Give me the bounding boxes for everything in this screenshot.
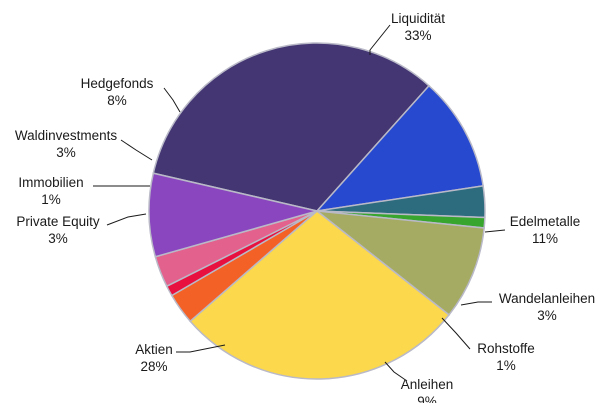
slice-percent-label: 11% — [532, 231, 558, 246]
slice-percent-label: 33% — [404, 28, 431, 43]
slice-percent-label: 3% — [537, 308, 557, 323]
pie-slice-hedgefonds — [148, 172, 318, 258]
leader-line — [369, 24, 391, 55]
pie-slice-anleihen — [314, 209, 485, 316]
slice-label: Rohstoffe — [477, 341, 535, 356]
pie-slice-aktien — [189, 210, 451, 380]
slice-percent-label: 3% — [48, 231, 68, 246]
slice-label: Anleihen — [401, 377, 454, 392]
leader-line — [441, 317, 471, 350]
pie-slices — [148, 42, 486, 380]
slice-label: Wandelanleihen — [499, 291, 595, 306]
pie-slice-liquidit-t — [152, 42, 431, 212]
slice-label: Aktien — [135, 342, 173, 357]
slice-label: Waldinvestments — [15, 128, 118, 143]
slice-label: Edelmetalle — [510, 214, 581, 229]
leader-line — [106, 213, 147, 226]
slice-percent-label: 1% — [41, 192, 61, 207]
leader-line — [384, 361, 408, 382]
leader-line — [120, 139, 153, 161]
leader-line — [163, 87, 181, 113]
leader-line — [484, 229, 506, 233]
leader-line — [176, 344, 226, 353]
slice-percent-label: 8% — [107, 93, 127, 108]
slice-label: Hedgefonds — [81, 76, 154, 91]
slice-percent-label: 28% — [140, 359, 167, 374]
slice-label: Immobilien — [18, 175, 83, 190]
slice-labels: Liquidität 33% Edelmetalle 11% Wandelanleihe… — [15, 11, 595, 403]
pie-slice-edelmetalle — [315, 84, 484, 213]
slice-percent-label: 9% — [417, 394, 437, 403]
slice-label: Liquidität — [391, 11, 445, 26]
slice-percent-label: 1% — [496, 358, 516, 373]
slice-label: Private Equity — [16, 214, 100, 229]
leader-line — [460, 301, 492, 306]
slice-percent-label: 3% — [56, 145, 76, 160]
